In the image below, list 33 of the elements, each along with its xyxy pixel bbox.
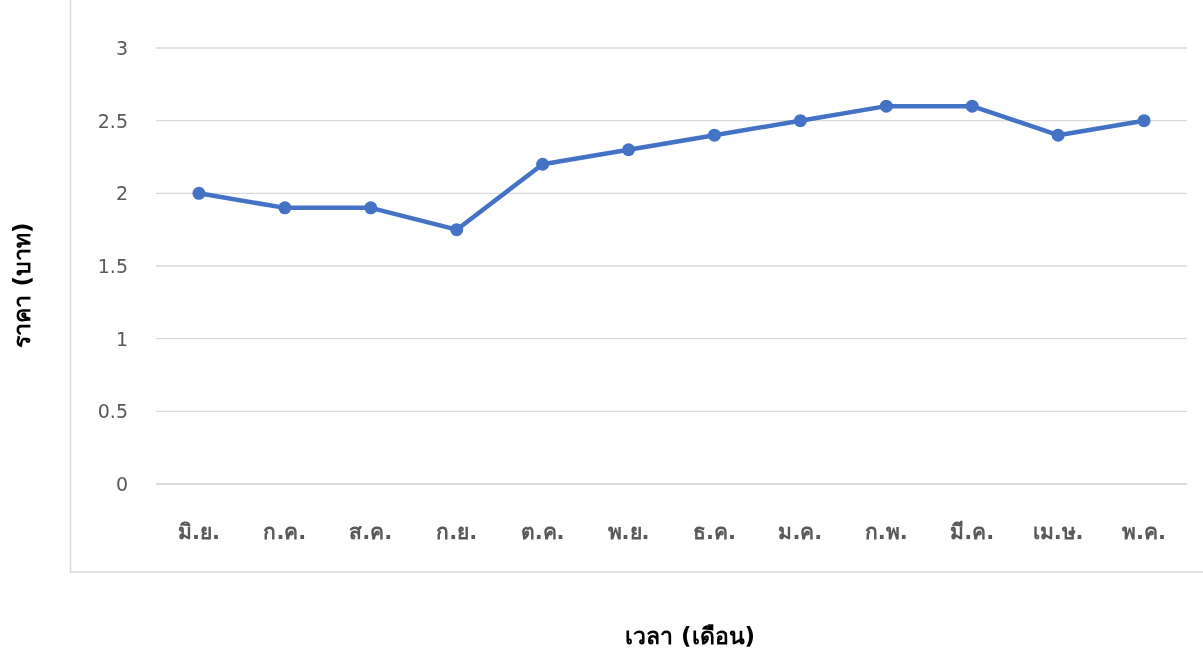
point (192, 186, 206, 200)
y-tick-label: 1.5 (97, 255, 128, 277)
y-axis-title: ราคา (บาท) (9, 222, 35, 348)
x-axis-title: เวลา (เดือน) (624, 623, 756, 649)
point (364, 201, 378, 215)
point (1137, 114, 1151, 128)
x-tick-label: ส.ค. (349, 520, 393, 544)
x-tick-label: ต.ค. (520, 520, 565, 544)
x-tick-label: ก.ค. (263, 520, 307, 544)
y-tick-label: 2 (115, 182, 128, 205)
y-tick-label: 0.5 (97, 400, 128, 423)
point (793, 114, 807, 128)
point (450, 223, 464, 237)
y-tick-label: 0 (115, 473, 128, 495)
point (622, 143, 636, 157)
point (879, 99, 893, 113)
y-tick-label: 3 (115, 37, 128, 59)
point (536, 157, 550, 171)
point (965, 99, 979, 113)
point (1051, 128, 1065, 142)
x-tick-label: ก.ย. (436, 520, 478, 544)
x-tick-label: พ.ค. (1122, 520, 1167, 544)
point (707, 128, 721, 142)
x-tick-label: ม.ค. (778, 520, 823, 544)
y-tick-label: 2.5 (97, 109, 128, 132)
x-tick-label: เม.ษ. (1032, 520, 1084, 544)
x-tick-label: ก.พ. (864, 520, 908, 544)
x-tick-label: ธ.ค. (692, 520, 736, 544)
x-tick-label: พ.ย. (607, 520, 650, 544)
point (278, 201, 292, 215)
x-tick-label: มี.ค. (950, 520, 995, 544)
y-tick-label: 1 (115, 327, 128, 350)
x-tick-label: มิ.ย. (177, 520, 220, 544)
